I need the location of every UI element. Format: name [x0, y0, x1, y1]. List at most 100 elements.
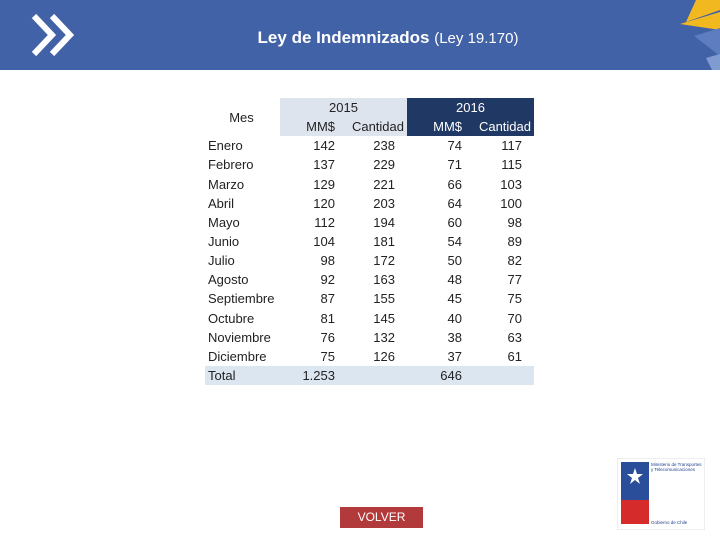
value-cell: 203	[373, 195, 395, 211]
month-cell: Octubre	[208, 310, 255, 326]
value-cell: 100	[500, 195, 522, 211]
value-cell: 50	[447, 253, 462, 269]
value-cell: 60	[447, 214, 462, 230]
subheader: MM$	[280, 117, 340, 137]
value-cell	[467, 365, 534, 386]
value-cell	[340, 365, 407, 386]
month-cell: Mayo	[208, 214, 240, 230]
value-cell: 81	[320, 310, 335, 326]
value-cell: 66	[447, 176, 462, 192]
value-cell: 221	[373, 176, 395, 192]
table-row: Julio 98 172 50 82	[205, 251, 534, 270]
table-row: Marzo 129 221 66 103	[205, 175, 534, 194]
header-row: Mes 2015 2016	[205, 98, 534, 125]
value-cell: 74	[447, 138, 462, 154]
value-cell: 194	[373, 214, 395, 230]
corner-cell: Mes	[229, 109, 254, 125]
value-cell: 229	[373, 157, 395, 173]
table-row: Mayo 112 194 60 98	[205, 213, 534, 232]
header-bar	[0, 0, 720, 70]
month-cell: Abril	[208, 195, 235, 211]
month-cell: Noviembre	[208, 329, 271, 345]
value-cell: 104	[313, 234, 335, 250]
month-cell: Total	[205, 365, 280, 386]
value-cell: 45	[447, 291, 462, 307]
value-cell: 115	[501, 157, 522, 173]
value-cell: 132	[373, 329, 395, 345]
subheader: Cantidad	[340, 117, 407, 137]
title-main: Ley de Indemnizados	[257, 28, 430, 47]
table-row: Octubre 81 145 40 70	[205, 309, 534, 328]
month-cell: Septiembre	[208, 291, 275, 307]
value-cell: 163	[373, 272, 395, 288]
value-cell: 103	[500, 176, 522, 192]
value-cell: 98	[507, 214, 522, 230]
table-row: Enero 142 238 74 117	[205, 136, 534, 155]
table-row: Diciembre 75 126 37 61	[205, 347, 534, 366]
value-cell: 38	[447, 329, 462, 345]
value-cell: 155	[373, 291, 395, 307]
table-row: Noviembre 76 132 38 63	[205, 328, 534, 347]
value-cell: 1.253	[280, 365, 340, 386]
table-row: Abril 120 203 64 100	[205, 194, 534, 213]
value-cell: 142	[313, 138, 335, 154]
value-cell: 61	[507, 348, 522, 364]
value-cell: 87	[320, 291, 335, 307]
month-cell: Junio	[208, 234, 240, 250]
value-cell: 82	[507, 253, 522, 269]
value-cell: 129	[313, 176, 335, 192]
value-cell: 89	[507, 234, 522, 250]
month-cell: Julio	[208, 253, 235, 269]
value-cell: 77	[507, 272, 522, 288]
value-cell: 145	[373, 310, 395, 326]
value-cell: 75	[320, 348, 335, 364]
value-cell: 117	[501, 138, 522, 154]
month-cell: Agosto	[208, 272, 249, 288]
value-cell: 126	[373, 348, 395, 364]
value-cell: 75	[507, 291, 522, 307]
value-cell: 63	[507, 329, 522, 345]
subheader-row: MM$ Cantidad MM$ Cantidad	[205, 117, 534, 137]
table-row: Febrero 137 229 71 115	[205, 155, 534, 174]
value-cell: 137	[313, 157, 335, 173]
group-header: 2015	[280, 98, 407, 118]
value-cell: 48	[447, 272, 462, 288]
group-header: 2016	[407, 98, 534, 118]
month-cell: Febrero	[208, 157, 254, 173]
value-cell: 120	[313, 195, 335, 211]
value-cell: 64	[447, 195, 462, 211]
slide-title: Ley de Indemnizados (Ley 19.170)	[200, 28, 576, 48]
month-cell: Marzo	[208, 176, 245, 192]
logo-text: Ministerio de Transportes y Telecomunica…	[651, 462, 702, 472]
value-cell: 71	[447, 157, 462, 173]
value-cell: 172	[373, 253, 395, 269]
logo-text: Gobierno de Chile	[651, 520, 688, 525]
logo: Ministerio de Transportes y Telecomunica…	[617, 458, 705, 530]
value-cell: 54	[447, 234, 462, 250]
chevron-icon	[31, 13, 75, 57]
value-cell: 37	[447, 348, 462, 364]
month-cell: Diciembre	[208, 348, 267, 364]
value-cell: 40	[447, 310, 462, 326]
value-cell: 92	[320, 272, 335, 288]
back-button[interactable]: VOLVER	[340, 507, 423, 528]
value-cell: 70	[507, 310, 522, 326]
table-row: Junio 104 181 54 89	[205, 232, 534, 251]
value-cell: 76	[320, 329, 335, 345]
value-cell: 238	[373, 138, 395, 154]
value-cell: 646	[407, 365, 467, 386]
table-row: Total 1.253 646	[205, 365, 534, 386]
table-row: Agosto 92 163 48 77	[205, 270, 534, 289]
value-cell: 181	[373, 234, 395, 250]
subheader: MM$	[407, 117, 467, 137]
value-cell: 112	[314, 214, 335, 230]
corner-decoration	[680, 0, 720, 70]
value-cell: 98	[320, 253, 335, 269]
table-row: Septiembre 87 155 45 75	[205, 289, 534, 308]
month-cell: Enero	[208, 138, 243, 154]
subheader: Cantidad	[467, 117, 534, 137]
title-sub: (Ley 19.170)	[434, 30, 519, 47]
logo-emblem	[617, 458, 705, 530]
data-table: Mes 2015 2016 MM$ Cantidad MM$ Cantidad …	[205, 98, 534, 386]
